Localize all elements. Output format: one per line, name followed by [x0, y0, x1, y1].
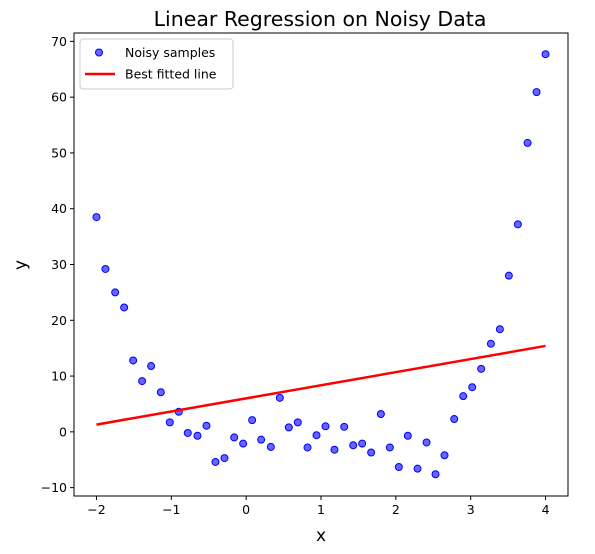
- data-point: [386, 444, 393, 451]
- y-tick-label: 40: [51, 201, 67, 216]
- data-point: [112, 289, 119, 296]
- data-point: [505, 272, 512, 279]
- data-point: [102, 265, 109, 272]
- data-point: [267, 443, 274, 450]
- data-point: [313, 432, 320, 439]
- data-point: [533, 89, 540, 96]
- data-point: [524, 139, 531, 146]
- data-point: [432, 471, 439, 478]
- y-tick-label: 10: [51, 369, 67, 384]
- data-point: [249, 417, 256, 424]
- data-point: [331, 446, 338, 453]
- x-tick-label: 0: [242, 502, 250, 517]
- data-point: [322, 423, 329, 430]
- data-point: [166, 419, 173, 426]
- x-axis-label: x: [316, 526, 326, 546]
- x-tick-label: −2: [87, 502, 105, 517]
- data-point: [203, 422, 210, 429]
- y-axis-label: y: [11, 260, 31, 270]
- data-point: [304, 444, 311, 451]
- data-point: [157, 389, 164, 396]
- y-tick-label: 0: [59, 424, 67, 439]
- data-point: [285, 424, 292, 431]
- data-point: [404, 432, 411, 439]
- data-point: [377, 410, 384, 417]
- x-tick-label: −1: [162, 502, 180, 517]
- data-point: [478, 365, 485, 372]
- data-point: [460, 393, 467, 400]
- legend-marker-noisy-samples: [96, 49, 103, 56]
- data-point: [258, 436, 265, 443]
- data-point: [276, 394, 283, 401]
- data-point: [350, 442, 357, 449]
- data-point: [359, 440, 366, 447]
- y-tick-label: 60: [51, 90, 67, 105]
- x-tick-label: 4: [542, 502, 550, 517]
- y-tick-label: 30: [51, 257, 67, 272]
- data-point: [130, 357, 137, 364]
- data-point: [514, 221, 521, 228]
- chart-title: Linear Regression on Noisy Data: [154, 7, 487, 31]
- y-tick-label: 50: [51, 145, 67, 160]
- data-point: [93, 214, 100, 221]
- legend-label-best-fitted-line: Best fitted line: [125, 67, 217, 82]
- data-point: [231, 434, 238, 441]
- data-point: [184, 429, 191, 436]
- data-point: [542, 51, 549, 58]
- data-point: [414, 465, 421, 472]
- data-point: [423, 439, 430, 446]
- data-point: [441, 452, 448, 459]
- data-point: [451, 416, 458, 423]
- data-point: [121, 304, 128, 311]
- data-point: [469, 384, 476, 391]
- data-point: [139, 378, 146, 385]
- data-point: [487, 340, 494, 347]
- data-point: [240, 440, 247, 447]
- y-tick-label: 20: [51, 313, 67, 328]
- data-point: [194, 432, 201, 439]
- data-point: [341, 423, 348, 430]
- data-point: [148, 363, 155, 370]
- data-point: [395, 463, 402, 470]
- y-tick-label: 70: [51, 34, 67, 49]
- x-tick-label: 3: [467, 502, 475, 517]
- legend: Noisy samples Best fitted line: [80, 39, 233, 89]
- legend-label-noisy-samples: Noisy samples: [125, 45, 215, 60]
- x-tick-label: 2: [392, 502, 400, 517]
- y-tick-label: −10: [41, 480, 67, 495]
- data-point: [368, 449, 375, 456]
- data-point: [496, 326, 503, 333]
- data-point: [212, 458, 219, 465]
- data-point: [221, 455, 228, 462]
- x-tick-label: 1: [317, 502, 325, 517]
- data-point: [294, 419, 301, 426]
